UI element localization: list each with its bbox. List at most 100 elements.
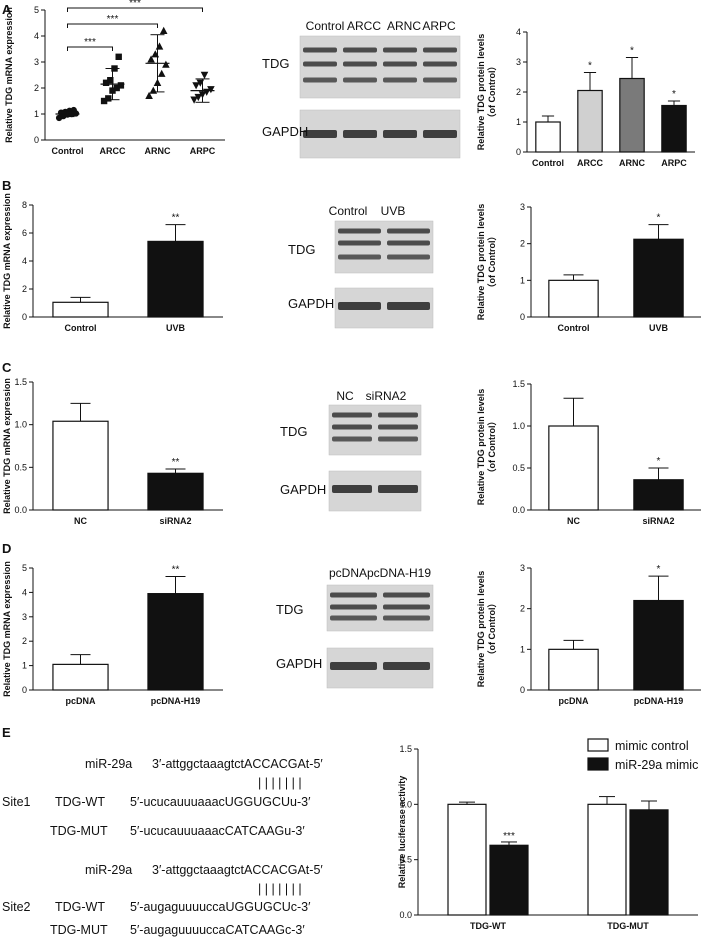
y-tick-label: 1.5 [399, 744, 412, 754]
bar-tdg-wt-0 [447, 803, 487, 916]
site2-group: miR-29a 3′-attggctaaagtctACCACGAt-5′ | |… [2, 863, 323, 937]
bar-control [535, 121, 561, 153]
protein-band [303, 61, 337, 67]
x-category-label: pcDNA-H19 [634, 696, 684, 706]
data-point [145, 91, 153, 99]
bar-pcdna [548, 648, 599, 691]
x-category-label: TDG-MUT [607, 921, 649, 931]
y-axis-subtitle: （of Control） [487, 62, 497, 123]
data-point [159, 26, 168, 34]
protein-band [338, 240, 381, 246]
protein-band [383, 592, 430, 598]
comparison-label: *** [84, 37, 96, 48]
bar-sirna2 [633, 479, 684, 511]
lane-label: NC [336, 389, 354, 403]
site1-mir-label: miR-29a [85, 757, 132, 771]
site2-wt-label: TDG-WT [55, 900, 105, 914]
lane-label: Control [329, 204, 368, 218]
data-point [107, 77, 114, 84]
y-tick-label: 0.0 [399, 910, 412, 920]
blot-row-label: GAPDH [288, 296, 334, 311]
y-tick-label: 0 [516, 147, 521, 157]
y-tick-label: 4 [22, 587, 27, 597]
protein-band [343, 130, 377, 138]
chart-a2: 0 1 2 3 4 Relative TDG protein levels （of Cont… [476, 27, 695, 168]
y-axis-title: Relative TDG mRNA expression [2, 561, 12, 697]
protein-band [378, 412, 418, 418]
y-tick-label: 5 [22, 563, 27, 573]
y-axis-title: Relative TDG mRNA expression [2, 193, 12, 329]
y-tick-label: 0.5 [512, 463, 525, 473]
site1-name: Site1 [2, 795, 31, 809]
protein-band [423, 61, 457, 67]
y-axis-subtitle: （of Control） [487, 232, 497, 293]
y-axis-title: Relative TDG protein levels [476, 389, 486, 506]
lane-label: pcDNA [329, 566, 367, 580]
protein-band [387, 254, 430, 260]
panel-label-c: C [2, 360, 12, 375]
bar-control [548, 279, 599, 318]
bar-tdg-mut-1 [629, 809, 669, 916]
y-tick-label: 2 [520, 604, 525, 614]
x-category-label: Control [532, 158, 564, 168]
x-category-label: ARCC [100, 146, 126, 156]
y-tick-label: 0.0 [14, 505, 27, 515]
protein-band [330, 604, 377, 610]
y-axis-subtitle: （of Control） [487, 417, 497, 478]
x-category-label: Control [65, 323, 97, 333]
lane-label: Control [306, 19, 345, 33]
y-tick-label: 0 [22, 685, 27, 695]
bar-sirna2 [147, 472, 204, 511]
x-category-label: TDG-WT [470, 921, 506, 931]
y-axis-title: Relative TDG protein levels [476, 571, 486, 688]
x-category-label: Control [52, 146, 84, 156]
x-category-label: siRNA2 [642, 516, 674, 526]
y-tick-label: 1.5 [14, 377, 27, 387]
site1-mut-label: TDG-MUT [50, 824, 108, 838]
panel-e-sequences: miR-29a 3′-attggctaaagtctACCACGAt-5′ | |… [2, 757, 323, 937]
y-tick-label: 0 [22, 312, 27, 322]
comparison-bracket [67, 46, 113, 51]
legend-swatch [587, 738, 609, 752]
data-point [149, 86, 158, 94]
site1-mut-seq: 5′-ucucauuuaaacCATCAAGu-3′ [130, 824, 305, 838]
protein-band [423, 130, 457, 138]
protein-band [383, 47, 417, 53]
chart-a1: 0 1 2 3 4 5 Relative TDG mRNA expression Contro… [4, 0, 225, 156]
chart-e1: 0.0 0.5 1.0 1.5 Relative luciferase activity… [397, 738, 698, 931]
y-tick-label: 1.0 [14, 420, 27, 430]
western-blot-c: NC siRNA2 TDG GAPDH [280, 389, 422, 512]
bar-tdg-mut-0 [587, 803, 627, 916]
protein-band [343, 61, 377, 67]
protein-band [338, 302, 381, 310]
blot-row-label: TDG [276, 602, 303, 617]
x-category-label: pcDNA-H19 [151, 696, 201, 706]
x-category-label: NC [74, 516, 87, 526]
protein-band [303, 130, 337, 138]
data-point [113, 84, 120, 92]
data-point [192, 82, 200, 90]
y-tick-label: 8 [22, 200, 27, 210]
blot-row-label: TDG [262, 56, 289, 71]
site2-pairing: | | | | | | | [258, 882, 302, 896]
site1-pairing: | | | | | | | [258, 776, 302, 790]
protein-band [387, 228, 430, 234]
blot-row-label: TDG [280, 424, 307, 439]
bar-pcdna [52, 663, 109, 691]
y-tick-label: 3 [34, 57, 39, 67]
blot-membrane [299, 35, 461, 99]
data-point [147, 55, 155, 63]
site2-mut-seq: 5′-augaguuuuccaCATCAAGc-3′ [130, 923, 305, 937]
y-tick-label: 4 [516, 27, 521, 37]
protein-band [343, 47, 377, 53]
y-tick-label: 1 [516, 117, 521, 127]
protein-band [303, 77, 337, 83]
significance-label: * [657, 213, 661, 224]
data-point [115, 53, 122, 60]
protein-band [387, 302, 430, 310]
bar-pcdna-h19 [633, 599, 684, 691]
data-point [157, 69, 166, 77]
y-axis-title: Relative TDG protein levels [476, 34, 486, 151]
y-axis-title: Relative luciferase activity [397, 776, 407, 889]
western-blot-a: Control ARCC ARNC ARPC TDG GAPDH [262, 19, 461, 159]
